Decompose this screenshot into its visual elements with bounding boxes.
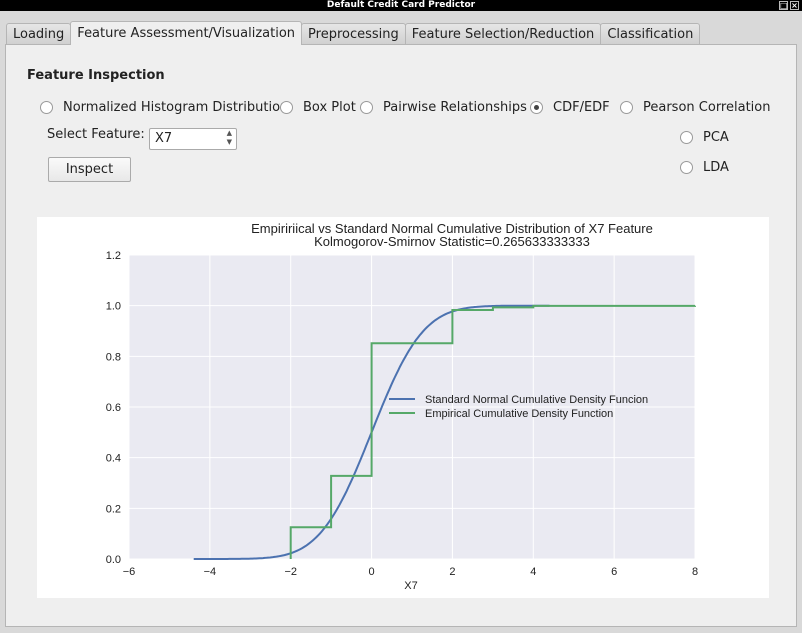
legend-label: Standard Normal Cumulative Density Funci…	[425, 394, 648, 406]
y-tick-label: 1.2	[106, 250, 121, 262]
close-icon[interactable]: ×	[790, 1, 799, 10]
series-line	[289, 304, 696, 559]
feature-value[interactable]: X7	[155, 131, 173, 146]
tab-feature-selection[interactable]: Feature Selection/Reduction	[404, 23, 602, 45]
y-tick-label: 0.0	[106, 554, 121, 566]
maximize-icon[interactable]: □	[779, 1, 788, 10]
inspect-button[interactable]: Inspect	[48, 157, 131, 182]
radio-cdf-edf[interactable]: CDF/EDF	[530, 100, 610, 115]
radio-circle[interactable]	[40, 101, 53, 114]
x-tick-label: 8	[692, 566, 698, 578]
radio-circle-checked[interactable]	[530, 101, 543, 114]
chart-area: −6 −4 −2 0 2 4 6 8 0.0 0.2 0.4 0.6 0.8 1.0 1.2 Empirir…	[37, 217, 769, 598]
radio-pearson[interactable]: Pearson Correlation	[620, 100, 770, 115]
chart-subtitle: Kolmogorov-Smirnov Statistic=0.265633333…	[314, 234, 590, 249]
feature-spinbox[interactable]: X7 ▲ ▼	[149, 128, 237, 150]
radio-lda[interactable]: LDA	[680, 160, 729, 175]
tab-bar: Loading Feature Assessment/Visualization…	[6, 21, 701, 45]
window-titlebar: Default Credit Card Predictor □ ×	[0, 0, 802, 11]
radio-label: CDF/EDF	[553, 100, 610, 115]
y-tick-label: 1.0	[106, 301, 121, 313]
select-feature-label: Select Feature:	[47, 127, 145, 142]
chart-series	[193, 304, 696, 560]
radio-pca[interactable]: PCA	[680, 130, 729, 145]
y-tick-label: 0.8	[106, 351, 121, 363]
cdf-chart: −6 −4 −2 0 2 4 6 8 0.0 0.2 0.4 0.6 0.8 1.0 1.2 Empirir…	[106, 221, 698, 592]
x-tick-label: 4	[530, 566, 536, 578]
x-tick-label: 0	[369, 566, 375, 578]
x-axis-label: X7	[404, 580, 417, 592]
y-tick-label: 0.6	[106, 402, 121, 414]
chart-title: Empiririical vs Standard Normal Cumulati…	[251, 221, 653, 236]
spin-arrows-icon[interactable]: ▲ ▼	[226, 129, 232, 146]
radio-label: Box Plot	[303, 100, 356, 115]
radio-label: Pearson Correlation	[643, 100, 771, 115]
radio-pairwise[interactable]: Pairwise Relationships	[360, 100, 527, 115]
tab-preprocessing[interactable]: Preprocessing	[301, 23, 406, 45]
radio-label: Normalized Histogram Distribution	[63, 100, 289, 115]
x-tick-label: 2	[449, 566, 455, 578]
y-tick-label: 0.2	[106, 503, 121, 515]
window-controls: □ ×	[779, 0, 799, 11]
radio-histogram[interactable]: Normalized Histogram Distribution	[40, 100, 288, 115]
chart-legend: Standard Normal Cumulative Density Funci…	[389, 394, 648, 420]
radio-circle[interactable]	[680, 131, 693, 144]
radio-circle[interactable]	[620, 101, 633, 114]
tab-feature-assessment[interactable]: Feature Assessment/Visualization	[70, 21, 303, 45]
radio-label: PCA	[703, 130, 729, 145]
radio-label: Pairwise Relationships	[383, 100, 527, 115]
x-tick-label: −2	[284, 566, 297, 578]
section-title: Feature Inspection	[27, 68, 165, 83]
tab-panel: Feature Inspection Normalized Histogram …	[5, 44, 797, 627]
tick-labels: −6 −4 −2 0 2 4 6 8 0.0 0.2 0.4 0.6 0.8 1.0 1.2	[106, 250, 698, 578]
radio-circle[interactable]	[360, 101, 373, 114]
tab-classification[interactable]: Classification	[600, 23, 701, 45]
x-tick-label: −6	[123, 566, 136, 578]
radio-box-plot[interactable]: Box Plot	[280, 100, 356, 115]
x-tick-label: −4	[204, 566, 217, 578]
y-tick-label: 0.4	[106, 453, 121, 465]
x-tick-label: 6	[611, 566, 617, 578]
radio-label: LDA	[703, 160, 729, 175]
window-title: Default Credit Card Predictor	[326, 0, 476, 10]
legend-label: Empirical Cumulative Density Function	[425, 408, 613, 420]
radio-circle[interactable]	[680, 161, 693, 174]
tab-loading[interactable]: Loading	[6, 23, 72, 45]
radio-circle[interactable]	[280, 101, 293, 114]
